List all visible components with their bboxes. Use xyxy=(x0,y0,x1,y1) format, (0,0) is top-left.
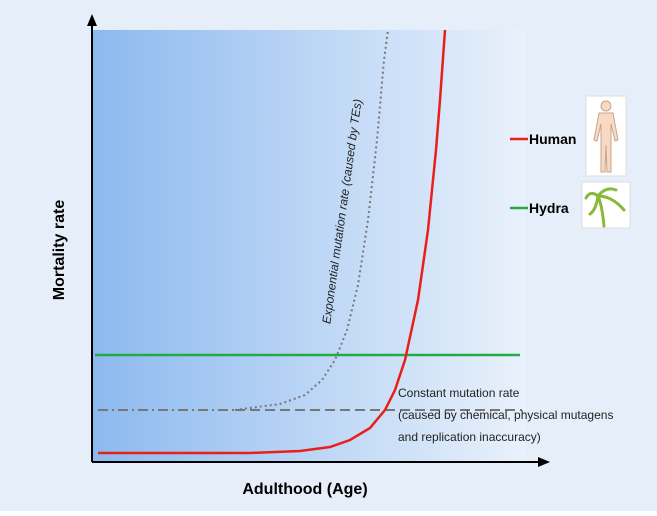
hydra-icon xyxy=(582,182,630,228)
x-label: Adulthood (Age) xyxy=(242,481,367,498)
constant-label: (caused by chemical, physical mutagens xyxy=(398,408,613,422)
page: Mortality rate Adulthood (Age) Exponenti… xyxy=(0,0,657,516)
legend-label: Human xyxy=(529,131,576,147)
y-label: Mortality rate xyxy=(51,200,68,301)
legend-label: Hydra xyxy=(529,200,569,216)
human-icon xyxy=(586,96,626,176)
diagram: Mortality rate Adulthood (Age) Exponenti… xyxy=(0,0,657,511)
constant-label: Constant mutation rate xyxy=(398,386,520,400)
constant-label: and replication inaccuracy) xyxy=(398,430,541,444)
